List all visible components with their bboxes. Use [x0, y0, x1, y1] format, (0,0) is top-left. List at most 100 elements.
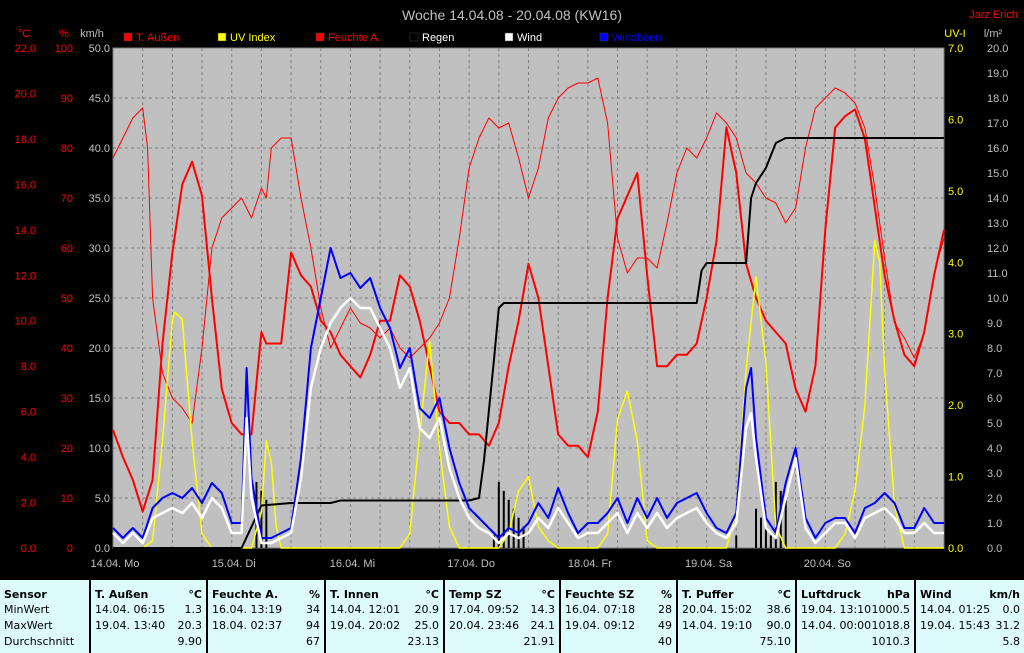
- table-row: 14.04. 19:10 90.0: [682, 618, 791, 634]
- tick-label-wind: 15.0: [89, 393, 110, 405]
- table-row: 5.8: [920, 634, 1021, 650]
- tick-label-rain: 2.0: [987, 493, 1002, 505]
- x-tick-label: 14.04. Mo: [91, 558, 140, 570]
- row-value: 34: [306, 603, 320, 616]
- rain-bar: [735, 535, 738, 548]
- table-header-unit: hPa: [886, 588, 910, 601]
- table-row: 23.13: [330, 634, 440, 650]
- table-row: 18.04. 02:37 94: [212, 618, 320, 634]
- axis-unit-humidity: %: [59, 28, 69, 40]
- table-row: 19.04. 13:40 20.3: [95, 618, 202, 634]
- row-date: 19.04. 20:02: [330, 619, 401, 632]
- table-header-title: T. Außen: [95, 588, 149, 601]
- table-row: 19.04. 09:12 49: [565, 618, 672, 634]
- row-date: 14.04. 19:10: [682, 619, 753, 632]
- table-row: 19.04. 15:43 31.2: [920, 618, 1020, 634]
- tick-label-wind: 0.0: [95, 543, 110, 555]
- tick-label-humidity: 60: [61, 243, 73, 255]
- row-date: 16.04. 13:19: [212, 603, 283, 616]
- table-row: 20.04. 23:46 24.1: [449, 618, 555, 634]
- tick-label-rain: 14.0: [987, 193, 1008, 205]
- table-row: 19.04. 13:10 1000.5: [801, 602, 910, 618]
- tick-label-wind: 10.0: [89, 443, 110, 455]
- tick-label-rain: 12.0: [987, 243, 1008, 255]
- table-header-unit: °C: [777, 588, 791, 601]
- table-header-unit: °C: [188, 588, 202, 601]
- row-value: 38.6: [766, 603, 792, 616]
- row-date: 16.04. 07:18: [565, 603, 636, 616]
- row-date: 19.04. 13:40: [95, 619, 166, 632]
- rain-bar: [502, 490, 505, 548]
- tick-label-rain: 18.0: [987, 93, 1008, 105]
- tick-label-wind: 50.0: [89, 43, 110, 55]
- legend-swatch: [504, 32, 514, 42]
- table-column: Sensor MinWert MaxWert Durchschnitt: [0, 580, 89, 653]
- rain-bar: [497, 481, 500, 548]
- rain-bar: [507, 499, 510, 548]
- tick-label-wind: 20.0: [89, 343, 110, 355]
- tick-label-rain: 0.0: [987, 543, 1002, 555]
- tick-label-humidity: 100: [55, 43, 73, 55]
- table-row: 17.04. 09:52 14.3: [449, 602, 555, 618]
- row-label: Durchschnitt: [4, 635, 75, 648]
- tick-label-rain: 4.0: [987, 443, 1002, 455]
- tick-label-rain: 10.0: [987, 293, 1008, 305]
- table-row: 9.90: [95, 634, 203, 650]
- tick-label-humidity: 80: [61, 143, 73, 155]
- rain-bar: [265, 499, 268, 548]
- table-row: 14.04. 12:01 20.9: [330, 602, 439, 618]
- rain-bar: [759, 517, 762, 548]
- row-label: MaxWert: [4, 619, 53, 632]
- tick-label-wind: 45.0: [89, 93, 110, 105]
- row-date: 20.04. 15:02: [682, 603, 753, 616]
- axis-unit-rain: l/m²: [984, 28, 1003, 40]
- table-row: 14.04. 00:00 1018.8: [801, 618, 910, 634]
- tick-label-rain: 15.0: [987, 168, 1008, 180]
- row-value: 24.1: [530, 619, 556, 632]
- table-row: 21.91: [449, 634, 556, 650]
- tick-label-humidity: 20: [61, 443, 73, 455]
- tick-label-wind: 25.0: [89, 293, 110, 305]
- legend-swatch: [409, 32, 419, 42]
- series-line-regen: [113, 137, 944, 549]
- row-value: 0.0: [1002, 603, 1021, 616]
- x-tick-label: 20.04. So: [804, 558, 851, 570]
- row-value: 31.2: [995, 619, 1021, 632]
- rain-bar: [492, 535, 495, 548]
- row-value: 21.91: [523, 635, 556, 648]
- tick-label-temp: 4.0: [21, 452, 36, 464]
- chart-title: Woche 14.04.08 - 20.04.08 (KW16): [402, 7, 622, 23]
- table-column: Temp SZ °C 17.04. 09:52 14.3 20.04. 23:46 24.…: [445, 580, 559, 653]
- tick-label-rain: 19.0: [987, 68, 1008, 80]
- axis-unit-temp: °C: [18, 28, 30, 40]
- row-value: 94: [306, 619, 320, 632]
- row-date: 19.04. 13:10: [801, 603, 872, 616]
- table-header: T. Außen °C: [95, 587, 202, 603]
- table-header-title: Wind: [920, 588, 952, 601]
- table-header-unit: °C: [425, 588, 439, 601]
- row-value: 49: [658, 619, 672, 632]
- tick-label-temp: 16.0: [15, 179, 36, 191]
- table-header-title: Feuchte A.: [212, 588, 279, 601]
- table-header: Sensor: [4, 587, 85, 603]
- tick-label-rain: 5.0: [987, 418, 1002, 430]
- table-row: 14.04. 01:25 0.0: [920, 602, 1020, 618]
- tick-label-uv: 1.0: [948, 472, 963, 484]
- table-header: T. Innen °C: [330, 587, 439, 603]
- tick-label-humidity: 40: [61, 343, 73, 355]
- row-date: 14.04. 12:01: [330, 603, 401, 616]
- tick-label-temp: 22.0: [15, 43, 36, 55]
- tick-label-rain: 17.0: [987, 118, 1008, 130]
- tick-label-humidity: 70: [61, 193, 73, 205]
- row-label: MinWert: [4, 603, 50, 616]
- row-value: 1018.8: [871, 619, 911, 632]
- row-value: 9.90: [177, 635, 203, 648]
- tick-label-temp: 18.0: [15, 134, 36, 146]
- table-header-title: T. Innen: [330, 588, 379, 601]
- tick-label-rain: 9.0: [987, 318, 1002, 330]
- tick-label-rain: 7.0: [987, 368, 1002, 380]
- series-line-feuchte-a-: [112, 77, 945, 424]
- tick-label-uv: 3.0: [948, 329, 963, 341]
- tick-label-humidity: 30: [61, 393, 73, 405]
- row-date: 14.04. 01:25: [920, 603, 991, 616]
